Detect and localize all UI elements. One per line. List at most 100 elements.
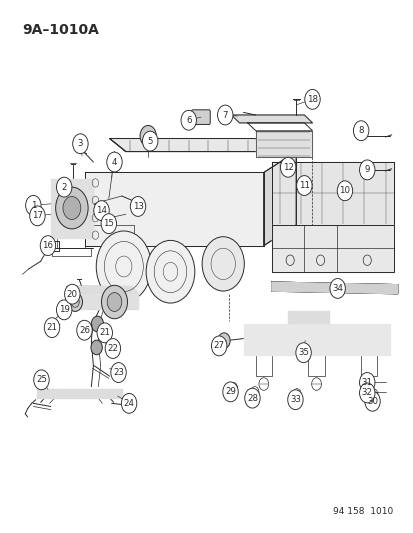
Text: 31: 31	[361, 378, 372, 387]
Polygon shape	[287, 311, 328, 323]
Text: 4: 4	[112, 158, 117, 166]
Circle shape	[304, 90, 319, 109]
Text: 29: 29	[225, 387, 235, 397]
Text: 9: 9	[364, 165, 369, 174]
Polygon shape	[271, 162, 393, 225]
Polygon shape	[231, 115, 312, 123]
Circle shape	[26, 196, 41, 215]
Circle shape	[63, 197, 81, 220]
Polygon shape	[36, 389, 121, 398]
Circle shape	[55, 187, 88, 229]
Text: 2: 2	[61, 183, 67, 191]
Circle shape	[107, 293, 121, 311]
Text: 21: 21	[46, 323, 57, 332]
Text: 6: 6	[185, 116, 191, 125]
Polygon shape	[85, 173, 263, 246]
Polygon shape	[109, 139, 271, 151]
Text: 11: 11	[298, 181, 309, 190]
Text: 12: 12	[282, 163, 293, 172]
Circle shape	[91, 316, 103, 332]
Text: 7: 7	[222, 110, 228, 119]
Polygon shape	[271, 225, 393, 272]
Text: 16: 16	[43, 241, 53, 250]
Text: 14: 14	[96, 206, 107, 215]
Text: 19: 19	[59, 305, 69, 314]
Circle shape	[295, 343, 311, 362]
Circle shape	[56, 300, 72, 320]
Polygon shape	[51, 179, 93, 238]
Text: 24: 24	[123, 399, 134, 408]
Circle shape	[296, 175, 311, 196]
Circle shape	[111, 362, 126, 383]
Text: 17: 17	[32, 211, 43, 220]
Text: 94 158  1010: 94 158 1010	[332, 507, 393, 516]
Circle shape	[280, 157, 295, 177]
Text: 9A–1010A: 9A–1010A	[22, 22, 99, 37]
Circle shape	[44, 318, 59, 337]
Circle shape	[94, 201, 109, 221]
Circle shape	[358, 383, 374, 403]
Text: 13: 13	[132, 202, 143, 211]
Polygon shape	[271, 282, 397, 294]
Circle shape	[40, 236, 55, 255]
Circle shape	[101, 214, 116, 233]
Text: 15: 15	[103, 219, 114, 228]
Circle shape	[180, 110, 196, 130]
Text: 3: 3	[78, 139, 83, 148]
Text: 10: 10	[339, 186, 349, 195]
Circle shape	[105, 338, 120, 358]
Text: 22: 22	[107, 344, 118, 353]
Circle shape	[287, 390, 302, 410]
Circle shape	[364, 391, 379, 411]
Circle shape	[56, 177, 72, 197]
Polygon shape	[67, 286, 138, 294]
Circle shape	[97, 323, 112, 343]
Circle shape	[142, 131, 157, 151]
Circle shape	[140, 125, 156, 147]
Text: 18: 18	[306, 95, 317, 104]
Text: 35: 35	[297, 348, 309, 357]
Circle shape	[68, 293, 82, 311]
Text: 1: 1	[31, 201, 36, 210]
Circle shape	[34, 370, 49, 390]
Circle shape	[73, 134, 88, 154]
Circle shape	[30, 206, 45, 226]
Circle shape	[329, 279, 344, 298]
Text: 20: 20	[66, 289, 78, 298]
Circle shape	[146, 240, 195, 303]
Polygon shape	[67, 294, 138, 309]
Text: 32: 32	[361, 389, 372, 398]
Text: 34: 34	[331, 284, 342, 293]
Circle shape	[130, 197, 145, 216]
Circle shape	[107, 152, 122, 172]
Text: 27: 27	[213, 342, 224, 350]
Text: 30: 30	[366, 397, 377, 406]
Circle shape	[76, 320, 92, 340]
Circle shape	[358, 160, 374, 180]
Text: 28: 28	[246, 394, 257, 402]
Text: 8: 8	[358, 126, 363, 135]
Polygon shape	[255, 131, 312, 157]
Text: 25: 25	[36, 375, 47, 384]
Circle shape	[358, 373, 374, 392]
Text: 26: 26	[79, 326, 90, 335]
Circle shape	[211, 336, 226, 356]
Circle shape	[244, 388, 259, 408]
Polygon shape	[263, 151, 296, 246]
Circle shape	[96, 231, 151, 302]
Circle shape	[64, 284, 80, 304]
Circle shape	[202, 237, 244, 291]
FancyBboxPatch shape	[191, 110, 210, 124]
Circle shape	[121, 393, 136, 413]
Text: 33: 33	[289, 395, 300, 404]
Text: 23: 23	[113, 368, 124, 377]
Circle shape	[101, 285, 127, 319]
Polygon shape	[243, 324, 389, 356]
Circle shape	[217, 333, 230, 349]
Circle shape	[353, 121, 368, 141]
Circle shape	[91, 340, 102, 355]
Text: 5: 5	[147, 136, 152, 146]
Circle shape	[217, 105, 233, 125]
Text: 21: 21	[99, 328, 110, 337]
Circle shape	[337, 181, 352, 201]
